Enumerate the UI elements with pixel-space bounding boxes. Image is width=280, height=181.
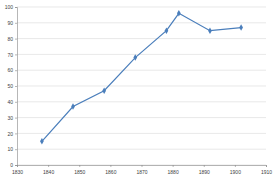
x-tick: 1830 — [12, 165, 23, 175]
x-tick-label: 1830 — [12, 169, 23, 175]
y-tick: 0 — [10, 162, 17, 168]
x-tick-label: 1880 — [168, 169, 179, 175]
plot-area — [40, 10, 243, 144]
grid-line — [17, 7, 266, 8]
y-tick-mark — [15, 149, 17, 150]
y-tick: 80 — [7, 36, 17, 42]
x-tick-mark — [142, 165, 143, 167]
y-tick-mark — [15, 102, 17, 103]
y-tick-mark — [15, 23, 17, 24]
x-tick: 1910 — [261, 165, 272, 175]
x-tick-label: 1910 — [261, 169, 272, 175]
x-tick: 1860 — [105, 165, 116, 175]
y-tick-label: 60 — [7, 67, 13, 73]
x-tick-label: 1860 — [105, 169, 116, 175]
y-tick-label: 20 — [7, 131, 13, 137]
y-tick: 40 — [7, 99, 17, 105]
point — [165, 27, 169, 33]
x-tick: 1850 — [74, 165, 85, 175]
x-tick-mark — [204, 165, 205, 167]
y-tick: 20 — [7, 131, 17, 137]
grid-line — [17, 54, 266, 55]
series-line — [42, 13, 241, 141]
grid-line — [17, 117, 266, 118]
y-tick-label: 10 — [7, 146, 13, 152]
grid-line — [17, 70, 266, 71]
y-tick-label: 80 — [7, 36, 13, 42]
y-tick: 60 — [7, 67, 17, 73]
x-tick-mark — [79, 165, 80, 167]
x-axis: 1830 1840 1850 1860 1870 1880 1890 1900 1910 — [12, 165, 272, 175]
grid-line — [17, 38, 266, 39]
x-tick: 1880 — [168, 165, 179, 175]
y-tick-mark — [15, 165, 17, 166]
grid — [17, 7, 266, 165]
x-tick-label: 1850 — [74, 169, 85, 175]
y-tick: 30 — [7, 115, 17, 121]
x-tick-label: 1870 — [136, 169, 147, 175]
x-tick-mark — [48, 165, 49, 167]
y-tick-label: 100 — [5, 4, 14, 10]
x-tick: 1870 — [136, 165, 147, 175]
y-tick-mark — [15, 54, 17, 55]
point — [102, 88, 106, 94]
x-tick-mark — [266, 165, 267, 167]
grid-line — [17, 101, 266, 102]
y-tick-label: 70 — [7, 52, 13, 58]
x-tick-mark — [110, 165, 111, 167]
y-tick-mark — [15, 39, 17, 40]
point — [177, 10, 181, 16]
x-tick-label: 1890 — [199, 169, 210, 175]
x-tick-mark — [173, 165, 174, 167]
point — [133, 54, 137, 60]
x-axis-line — [18, 166, 267, 168]
grid-line — [17, 149, 266, 150]
y-tick: 10 — [7, 146, 17, 152]
grid-line — [17, 133, 266, 134]
y-tick-mark — [15, 133, 17, 134]
y-tick: 100 — [5, 4, 17, 10]
x-tick-label: 1900 — [230, 169, 241, 175]
point — [239, 24, 243, 30]
x-tick-label: 1840 — [43, 169, 54, 175]
x-tick-mark — [235, 165, 236, 167]
y-axis-line — [15, 8, 18, 166]
y-tick: 50 — [7, 83, 17, 89]
point — [40, 138, 44, 144]
y-axis: 0 10 20 30 40 50 60 70 80 90 100 — [5, 4, 18, 168]
y-tick-mark — [15, 118, 17, 119]
y-tick-label: 40 — [7, 99, 13, 105]
y-tick-label: 30 — [7, 115, 13, 121]
point — [208, 27, 212, 33]
x-tick: 1900 — [230, 165, 241, 175]
x-tick: 1840 — [43, 165, 54, 175]
grid-line — [17, 86, 266, 87]
x-tick-mark — [17, 165, 18, 167]
grid-line — [17, 22, 266, 23]
y-tick-mark — [15, 86, 17, 87]
y-tick-mark — [15, 7, 17, 8]
chart: 0102030405060708090100183018401850186018… — [0, 0, 280, 181]
y-tick-label: 90 — [7, 20, 13, 26]
y-tick-mark — [15, 70, 17, 71]
y-tick-label: 50 — [7, 83, 13, 89]
point — [71, 103, 75, 109]
x-tick: 1890 — [199, 165, 210, 175]
y-tick-label: 0 — [10, 162, 13, 168]
y-tick: 90 — [7, 20, 17, 26]
y-tick: 70 — [7, 52, 17, 58]
